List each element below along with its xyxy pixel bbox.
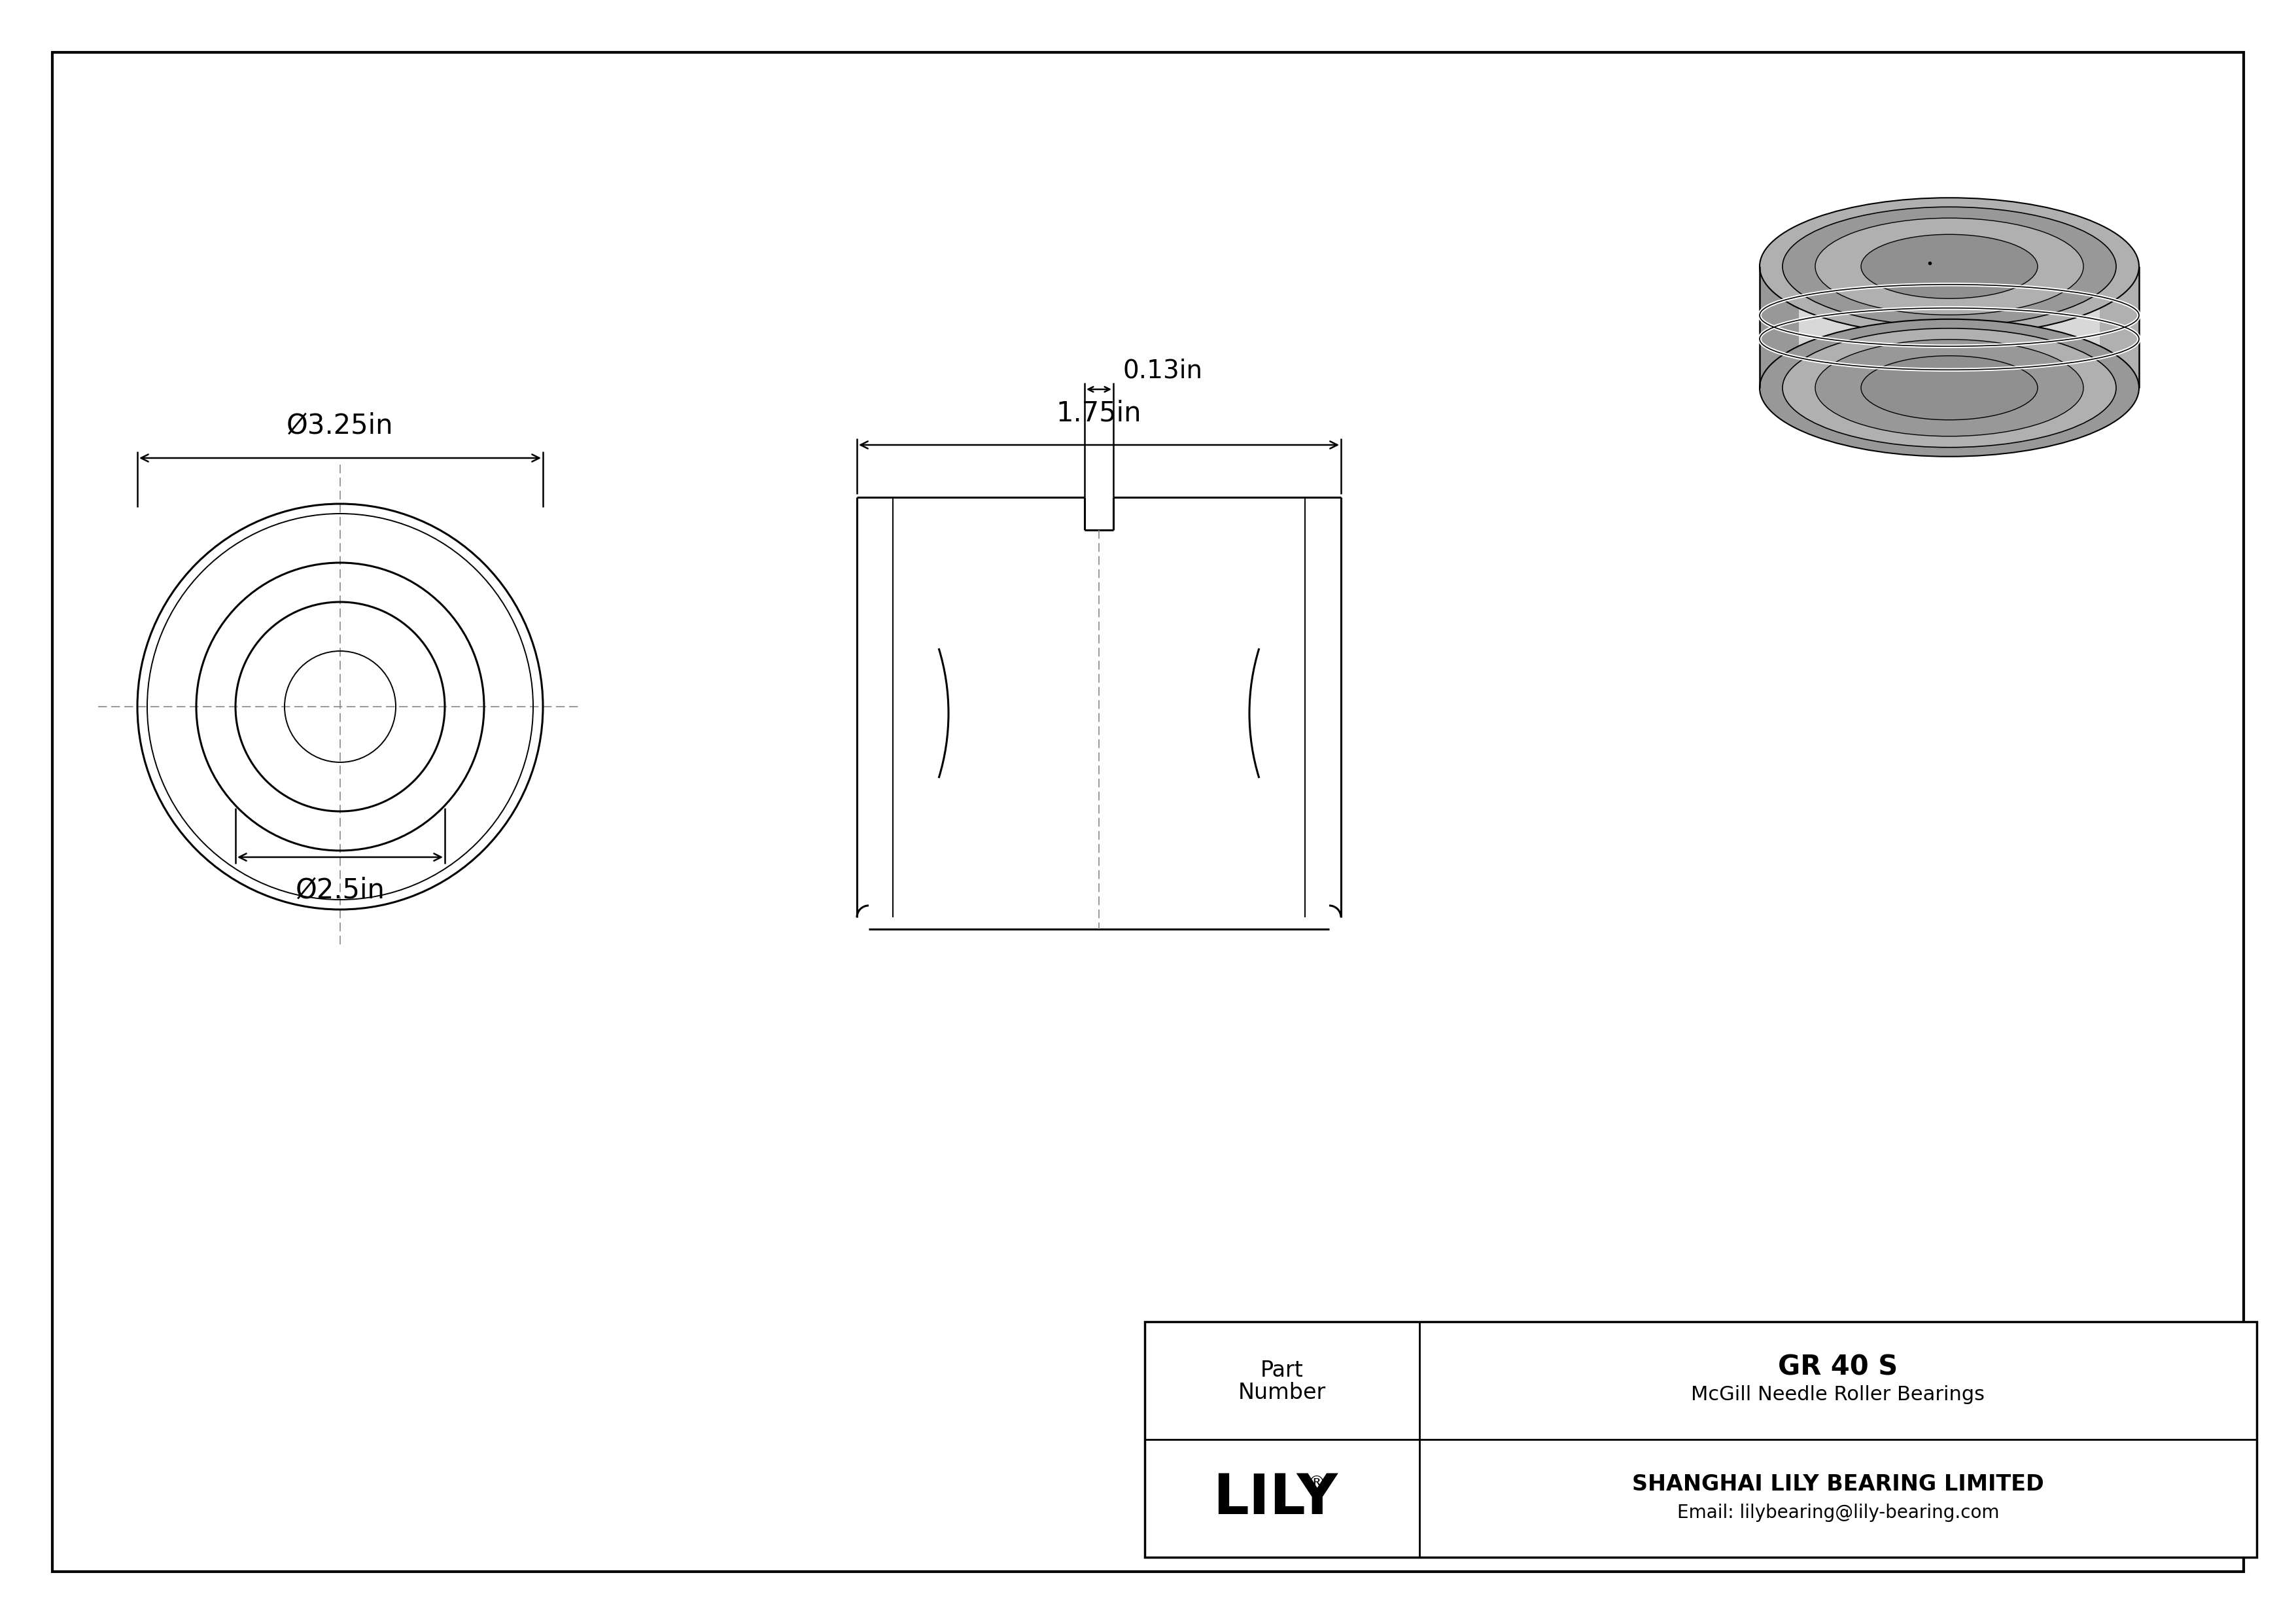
Ellipse shape — [1759, 198, 2140, 335]
Ellipse shape — [1816, 339, 2082, 437]
Text: McGill Needle Roller Bearings: McGill Needle Roller Bearings — [1692, 1385, 1986, 1405]
Ellipse shape — [1782, 328, 2117, 447]
Text: LILY: LILY — [1212, 1471, 1339, 1525]
Text: Number: Number — [1238, 1382, 1327, 1403]
Text: 0.13in: 0.13in — [1123, 357, 1203, 383]
Text: ®: ® — [1306, 1475, 1325, 1492]
Bar — [1146, 1322, 2257, 1557]
Ellipse shape — [1816, 218, 2082, 315]
Text: Ø2.5in: Ø2.5in — [296, 877, 386, 905]
Bar — [1146, 1322, 2257, 1557]
Text: GR 40 S: GR 40 S — [1777, 1354, 1899, 1382]
Text: Ø3.25in: Ø3.25in — [287, 412, 393, 440]
Ellipse shape — [1862, 234, 2037, 299]
Polygon shape — [1759, 270, 2140, 385]
Text: Part: Part — [1261, 1359, 1304, 1382]
Ellipse shape — [1862, 356, 2037, 421]
Ellipse shape — [1759, 320, 2140, 456]
Text: 1.75in: 1.75in — [1056, 400, 1141, 427]
Ellipse shape — [1782, 206, 2117, 326]
Text: Email: lilybearing@lily-bearing.com: Email: lilybearing@lily-bearing.com — [1676, 1504, 2000, 1522]
Text: SHANGHAI LILY BEARING LIMITED: SHANGHAI LILY BEARING LIMITED — [1632, 1473, 2043, 1494]
Polygon shape — [2101, 270, 2140, 385]
Polygon shape — [1759, 270, 1798, 385]
